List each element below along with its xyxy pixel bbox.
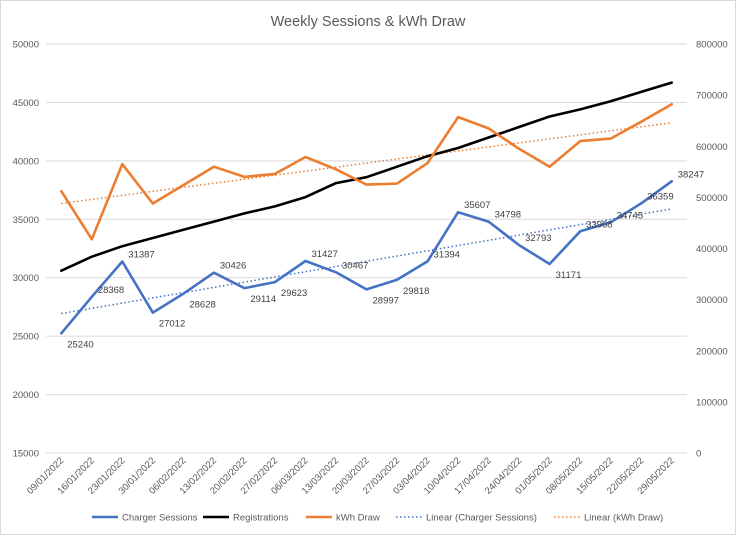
left-axis-ticks: 15000 20000 25000 30000 35000 40000 45000 50000 xyxy=(13,40,39,460)
data-label: 29818 xyxy=(403,286,429,297)
data-label: 35607 xyxy=(464,200,490,211)
series-line-2 xyxy=(59,103,674,241)
data-label: 25240 xyxy=(67,339,93,350)
x-axis-ticks: 09/01/202216/01/202223/01/202230/01/2022… xyxy=(25,455,677,496)
right-tick-label: 300000 xyxy=(696,295,728,306)
legend-label-3: Linear (Charger Sessions) xyxy=(426,513,537,524)
left-tick-label: 40000 xyxy=(13,156,39,167)
series-line-1 xyxy=(59,81,674,273)
data-label: 34798 xyxy=(495,210,521,221)
data-label: 28368 xyxy=(98,285,124,296)
data-label: 31427 xyxy=(311,249,337,260)
data-label: 29114 xyxy=(250,294,276,305)
series-line-0 xyxy=(59,180,674,335)
data-label: 28628 xyxy=(189,300,215,311)
legend-label-2: kWh Draw xyxy=(336,513,380,524)
data-label: 32793 xyxy=(525,233,551,244)
right-tick-label: 800000 xyxy=(696,40,728,51)
right-axis-ticks: 0 100000 200000 300000 400000 500000 600000 700… xyxy=(696,40,728,460)
data-labels: 25240 28368 31387 27012 28628 30426 29114 29623… xyxy=(67,169,704,350)
data-label: 34745 xyxy=(617,210,643,221)
data-label: 30426 xyxy=(220,261,246,272)
left-tick-label: 15000 xyxy=(13,449,39,460)
series-lines xyxy=(59,81,674,335)
data-label: 29623 xyxy=(281,288,307,299)
right-tick-label: 700000 xyxy=(696,91,728,102)
legend-label-0: Charger Sessions xyxy=(122,513,198,524)
legend-label-4: Linear (kWh Draw) xyxy=(584,513,663,524)
trendline-4 xyxy=(61,122,672,205)
left-tick-label: 20000 xyxy=(13,390,39,401)
legend-label-1: Registrations xyxy=(233,513,289,524)
chart-title: Weekly Sessions & kWh Draw xyxy=(271,14,466,30)
left-tick-label: 35000 xyxy=(13,215,39,226)
data-label: 38247 xyxy=(678,169,704,180)
data-label: 28997 xyxy=(373,295,399,306)
data-label: 33968 xyxy=(586,219,612,230)
data-label: 31387 xyxy=(128,250,154,261)
trendline-3 xyxy=(61,208,672,315)
data-label: 30467 xyxy=(342,260,368,271)
left-tick-label: 25000 xyxy=(13,332,39,343)
legend: Charger Sessions Registrations kWh Draw Lin… xyxy=(92,513,663,524)
data-label: 27012 xyxy=(159,319,185,330)
right-tick-label: 100000 xyxy=(696,397,728,408)
data-label: 31394 xyxy=(434,249,460,260)
gridlines xyxy=(46,43,687,454)
left-tick-label: 50000 xyxy=(13,40,39,51)
data-label: 36359 xyxy=(647,191,673,202)
trendlines xyxy=(61,122,672,315)
right-tick-label: 600000 xyxy=(696,142,728,153)
left-tick-label: 30000 xyxy=(13,273,39,284)
right-tick-label: 200000 xyxy=(696,346,728,357)
left-tick-label: 45000 xyxy=(13,98,39,109)
right-tick-label: 0 xyxy=(696,449,701,460)
data-label: 31171 xyxy=(556,270,582,281)
right-tick-label: 500000 xyxy=(696,193,728,204)
right-tick-label: 400000 xyxy=(696,244,728,255)
